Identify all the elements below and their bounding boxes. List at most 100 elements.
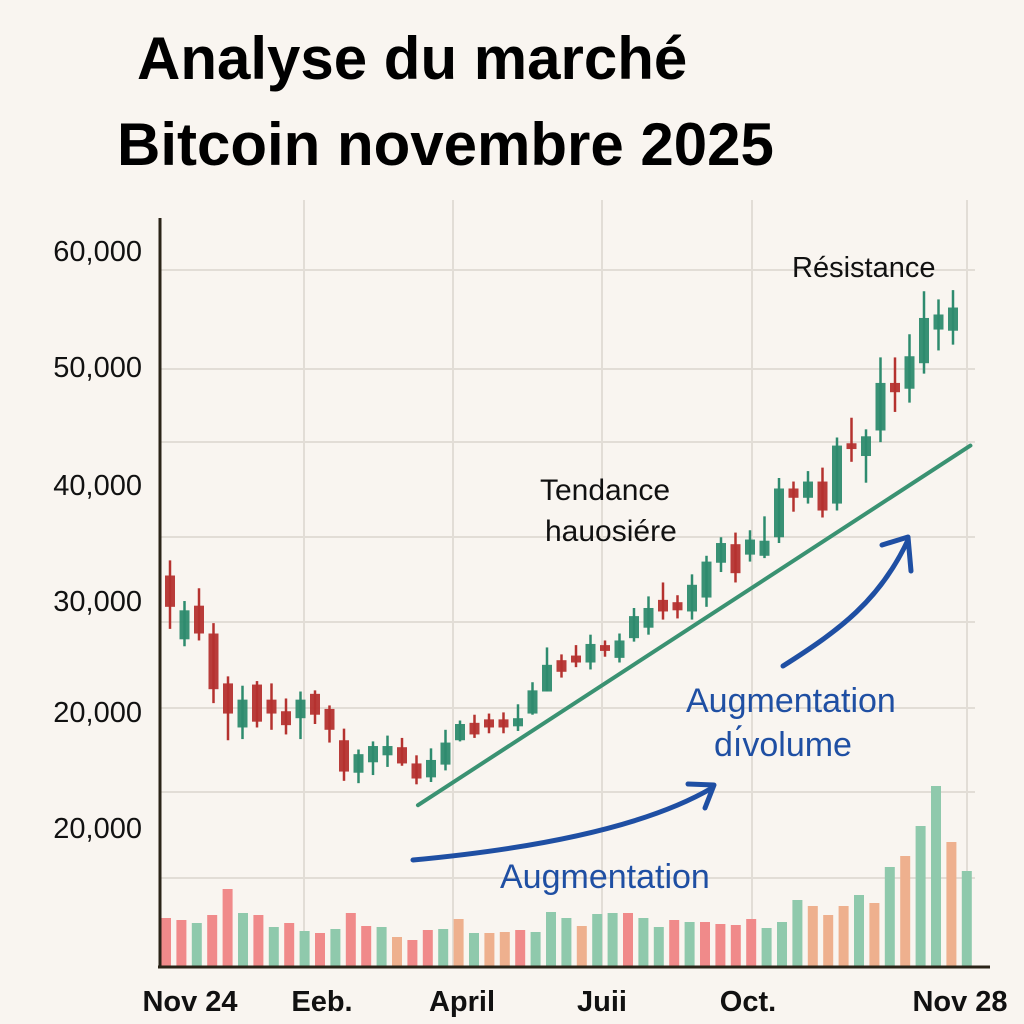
volume-bar xyxy=(253,915,264,966)
volume-bar xyxy=(453,919,464,966)
candle-up xyxy=(542,647,552,692)
candle-up xyxy=(643,596,654,635)
candle-up xyxy=(513,704,523,731)
candle-body xyxy=(295,699,306,719)
candle-body xyxy=(672,602,683,611)
candle-body xyxy=(919,317,929,364)
candle-body xyxy=(484,719,494,728)
candle-down xyxy=(556,654,567,678)
volume-annotation-line-1: Augmentation xyxy=(686,682,896,720)
volume-bar xyxy=(330,929,341,966)
volume-bar xyxy=(915,826,926,966)
candle-body xyxy=(846,443,857,450)
candle-body xyxy=(382,746,393,756)
candle-up xyxy=(368,741,378,776)
candle-body xyxy=(223,683,233,714)
candle-down xyxy=(658,582,668,620)
volume-bar xyxy=(638,918,649,966)
candle-body xyxy=(701,561,712,598)
candle-body xyxy=(266,699,277,714)
candle-up xyxy=(440,729,451,771)
volume-bar xyxy=(761,928,772,966)
candle-body xyxy=(353,754,364,773)
volume-bar xyxy=(684,922,695,966)
candle-up xyxy=(455,720,465,742)
candle-body xyxy=(513,718,523,727)
volume-bars xyxy=(161,786,972,966)
candle-down xyxy=(469,714,480,738)
candle-body xyxy=(527,690,538,714)
candle-down xyxy=(571,645,581,668)
candle-body xyxy=(208,633,219,690)
candle-body xyxy=(803,481,813,498)
candle-body xyxy=(730,544,741,574)
volume-bar xyxy=(946,842,957,966)
candle-body xyxy=(759,540,770,556)
candle-up xyxy=(701,555,712,607)
volume-bar xyxy=(854,895,864,966)
candle-up xyxy=(948,290,958,345)
volume-bar xyxy=(700,922,710,966)
candle-body xyxy=(788,488,799,498)
candle-body xyxy=(542,664,552,692)
candle-down xyxy=(672,595,683,619)
candle-down xyxy=(310,690,320,724)
candles xyxy=(165,290,958,785)
candle-body xyxy=(832,445,842,504)
y-tick-label: 20,000 xyxy=(53,813,142,845)
x-tick-label: Oct. xyxy=(719,986,777,1018)
chart-title-line-1: Analyse du marché xyxy=(137,25,688,92)
lower-annotation: Augmentation xyxy=(500,858,710,896)
candle-body xyxy=(426,759,436,778)
y-tick-label: 20,000 xyxy=(53,697,142,729)
volume-annotation-line-2: dı́volume xyxy=(714,726,852,764)
candle-down xyxy=(788,481,799,512)
candle-down xyxy=(817,467,828,518)
y-tick-label: 50,000 xyxy=(53,352,142,384)
volume-bar xyxy=(576,926,587,966)
volume-bar xyxy=(484,933,495,966)
candle-body xyxy=(643,607,654,628)
volume-bar xyxy=(238,913,248,966)
candle-up xyxy=(832,437,842,511)
candle-body xyxy=(411,763,422,779)
candle-body xyxy=(571,655,581,663)
candle-body xyxy=(687,584,697,612)
volume-bar xyxy=(623,913,633,966)
candle-body xyxy=(948,307,958,331)
volume-bar xyxy=(931,786,941,966)
trend-annotation-line-1: Tendance xyxy=(540,474,671,507)
volume-bar xyxy=(653,927,664,966)
candle-down xyxy=(194,588,204,641)
candle-up xyxy=(904,334,915,403)
candle-body xyxy=(774,488,784,538)
volume-bar xyxy=(715,924,726,966)
candle-up xyxy=(382,735,393,767)
volume-bar xyxy=(607,913,618,966)
candle-body xyxy=(324,708,335,730)
candle-down xyxy=(846,417,857,462)
resistance-annotation: Résistance xyxy=(792,252,936,284)
candle-body xyxy=(252,684,262,722)
candle-down xyxy=(281,698,291,735)
volume-bar xyxy=(376,927,387,966)
candle-body xyxy=(614,640,625,658)
candle-body xyxy=(368,746,378,763)
grid xyxy=(160,200,975,966)
candle-body xyxy=(904,356,915,389)
volume-bar xyxy=(546,912,556,966)
candle-down xyxy=(266,683,277,730)
candle-body xyxy=(890,382,900,393)
x-tick-label: Juii xyxy=(577,986,627,1018)
candle-body xyxy=(875,382,886,431)
candle-body xyxy=(179,610,190,640)
volume-bar xyxy=(422,930,433,966)
candle-up xyxy=(426,748,436,783)
volume-bar xyxy=(438,929,449,966)
candle-up xyxy=(745,530,755,562)
candle-body xyxy=(498,719,509,728)
volume-bar xyxy=(792,900,803,966)
volume-bar xyxy=(592,914,603,966)
candle-up xyxy=(237,685,248,740)
